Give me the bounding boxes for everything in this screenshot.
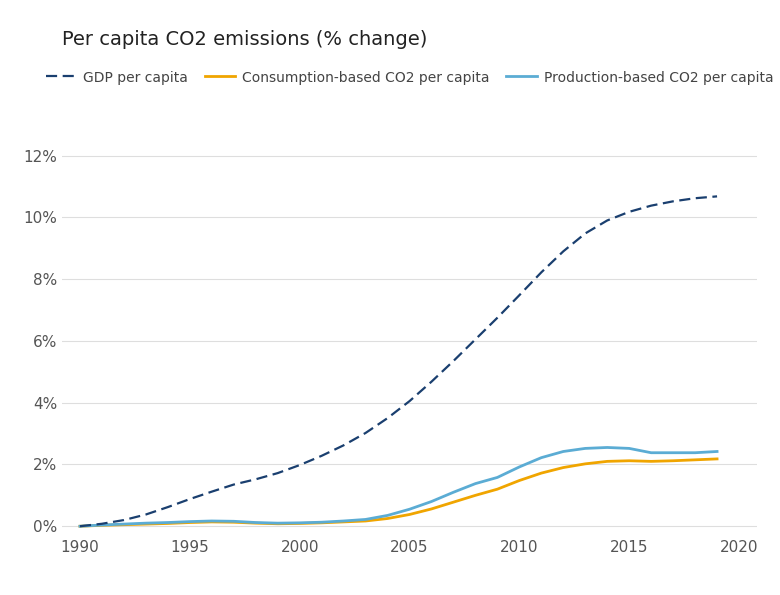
Consumption-based CO2 per capita	[317, 519, 326, 527]
GDP per capita	[712, 193, 722, 200]
Production-based CO2 per capita	[317, 519, 326, 526]
GDP per capita	[493, 314, 502, 321]
Consumption-based CO2 per capita	[448, 499, 458, 506]
GDP per capita	[229, 481, 239, 488]
Production-based CO2 per capita	[515, 464, 524, 471]
GDP per capita	[647, 202, 656, 209]
Consumption-based CO2 per capita	[185, 519, 194, 526]
Legend: GDP per capita, Consumption-based CO2 per capita, Production-based CO2 per capit: GDP per capita, Consumption-based CO2 pe…	[40, 65, 779, 90]
Production-based CO2 per capita	[493, 474, 502, 481]
Production-based CO2 per capita	[668, 449, 678, 456]
Production-based CO2 per capita	[602, 444, 612, 451]
GDP per capita	[470, 336, 480, 343]
GDP per capita	[427, 378, 436, 385]
Production-based CO2 per capita	[76, 522, 85, 530]
Consumption-based CO2 per capita	[361, 518, 370, 525]
Consumption-based CO2 per capita	[515, 477, 524, 484]
Consumption-based CO2 per capita	[207, 518, 217, 525]
Production-based CO2 per capita	[558, 448, 568, 455]
GDP per capita	[361, 430, 370, 437]
GDP per capita	[602, 217, 612, 224]
Consumption-based CO2 per capita	[405, 511, 414, 518]
Consumption-based CO2 per capita	[580, 461, 590, 468]
GDP per capita	[383, 415, 392, 422]
Consumption-based CO2 per capita	[537, 469, 546, 477]
GDP per capita	[273, 469, 282, 477]
Consumption-based CO2 per capita	[668, 457, 678, 464]
Production-based CO2 per capita	[427, 498, 436, 505]
Production-based CO2 per capita	[119, 521, 129, 528]
Production-based CO2 per capita	[273, 519, 282, 527]
Production-based CO2 per capita	[141, 519, 151, 527]
Production-based CO2 per capita	[448, 488, 458, 496]
Consumption-based CO2 per capita	[558, 464, 568, 471]
Consumption-based CO2 per capita	[119, 521, 129, 528]
GDP per capita	[98, 520, 107, 527]
Consumption-based CO2 per capita	[383, 515, 392, 522]
Production-based CO2 per capita	[470, 480, 480, 487]
Production-based CO2 per capita	[98, 521, 107, 528]
Production-based CO2 per capita	[339, 518, 349, 525]
Consumption-based CO2 per capita	[163, 520, 172, 527]
GDP per capita	[141, 511, 151, 518]
Consumption-based CO2 per capita	[647, 458, 656, 465]
Consumption-based CO2 per capita	[76, 522, 85, 530]
GDP per capita	[690, 195, 700, 202]
Production-based CO2 per capita	[207, 518, 217, 525]
Production-based CO2 per capita	[383, 512, 392, 519]
GDP per capita	[119, 516, 129, 524]
Consumption-based CO2 per capita	[339, 518, 349, 525]
GDP per capita	[295, 462, 304, 469]
Consumption-based CO2 per capita	[712, 455, 722, 462]
GDP per capita	[558, 248, 568, 255]
Production-based CO2 per capita	[229, 518, 239, 525]
GDP per capita	[448, 358, 458, 365]
Production-based CO2 per capita	[647, 449, 656, 456]
Consumption-based CO2 per capita	[141, 521, 151, 528]
GDP per capita	[76, 522, 85, 530]
Consumption-based CO2 per capita	[470, 492, 480, 499]
GDP per capita	[251, 476, 261, 483]
Consumption-based CO2 per capita	[273, 520, 282, 527]
Production-based CO2 per capita	[537, 454, 546, 461]
Production-based CO2 per capita	[185, 518, 194, 525]
Production-based CO2 per capita	[361, 516, 370, 523]
Line: Production-based CO2 per capita: Production-based CO2 per capita	[80, 447, 717, 526]
Production-based CO2 per capita	[690, 449, 700, 456]
GDP per capita	[668, 198, 678, 205]
GDP per capita	[537, 269, 546, 276]
Consumption-based CO2 per capita	[493, 486, 502, 493]
GDP per capita	[317, 452, 326, 459]
GDP per capita	[207, 488, 217, 495]
GDP per capita	[163, 503, 172, 511]
Text: Per capita CO2 emissions (% change): Per capita CO2 emissions (% change)	[62, 30, 427, 49]
Consumption-based CO2 per capita	[690, 456, 700, 464]
Production-based CO2 per capita	[405, 506, 414, 513]
Production-based CO2 per capita	[712, 448, 722, 455]
GDP per capita	[185, 496, 194, 503]
Consumption-based CO2 per capita	[251, 519, 261, 527]
GDP per capita	[625, 208, 634, 215]
Production-based CO2 per capita	[163, 519, 172, 526]
Consumption-based CO2 per capita	[625, 457, 634, 464]
Production-based CO2 per capita	[251, 519, 261, 526]
Production-based CO2 per capita	[580, 445, 590, 452]
Consumption-based CO2 per capita	[602, 458, 612, 465]
Line: Consumption-based CO2 per capita: Consumption-based CO2 per capita	[80, 459, 717, 526]
Production-based CO2 per capita	[295, 519, 304, 527]
GDP per capita	[515, 292, 524, 299]
GDP per capita	[339, 441, 349, 449]
Consumption-based CO2 per capita	[229, 519, 239, 526]
Consumption-based CO2 per capita	[98, 522, 107, 529]
Consumption-based CO2 per capita	[427, 505, 436, 512]
Line: GDP per capita: GDP per capita	[80, 196, 717, 526]
GDP per capita	[580, 230, 590, 237]
Production-based CO2 per capita	[625, 445, 634, 452]
Consumption-based CO2 per capita	[295, 520, 304, 527]
GDP per capita	[405, 397, 414, 405]
